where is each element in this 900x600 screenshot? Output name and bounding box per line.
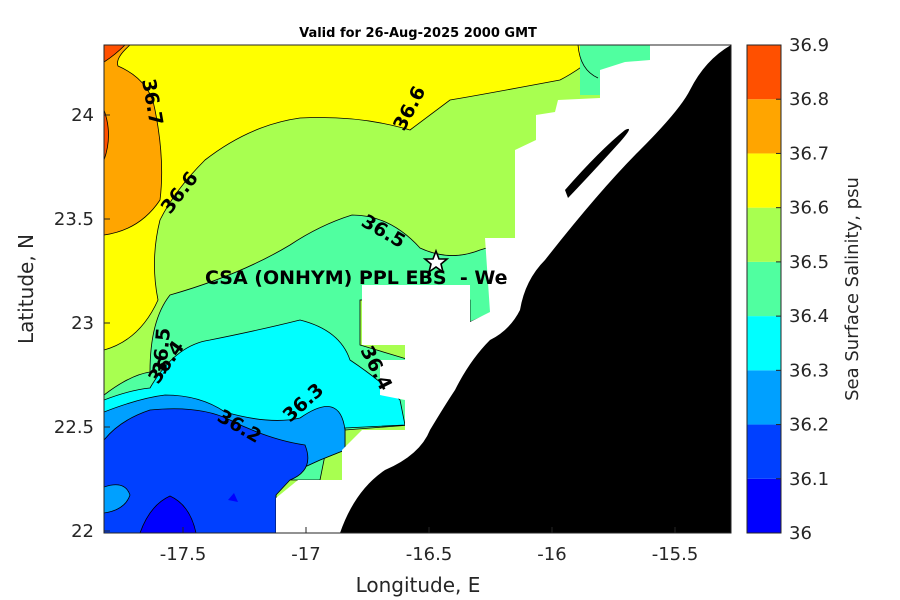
x-tick-label: -15.5	[652, 544, 699, 565]
colorbar-swatch	[747, 261, 781, 317]
x-tick-label: -16	[537, 544, 566, 565]
x-tick-label: -17	[291, 544, 320, 565]
colorbar-swatch	[747, 424, 781, 479]
colorbar-tick-label: 36.5	[789, 252, 829, 273]
salinity-band-36.2	[104, 408, 309, 533]
land-mass	[565, 128, 629, 198]
map-plot-area	[104, 45, 731, 533]
colorbar-swatch	[747, 45, 781, 100]
contour-label: 36.5	[149, 327, 175, 376]
salinity-band-36.1	[139, 495, 197, 533]
colorbar-tick-label: 36.6	[789, 198, 829, 219]
site-marker: CSA (ONHYM) PPL EBS - We	[205, 248, 508, 289]
site-label: CSA (ONHYM) PPL EBS - We	[205, 267, 508, 289]
map-title: Valid for 26-Aug-2025 2000 GMT	[299, 26, 537, 41]
colorbar-frame	[746, 44, 782, 534]
contour-line	[577, 45, 599, 79]
x-axis: -17.5 -17 -16.5 -16 -15.5 Longitude, E	[160, 527, 699, 597]
colorbar-tick-label: 36.4	[789, 306, 829, 327]
colorbar-tick-label: 36.8	[789, 89, 829, 110]
colorbar-ticks: 36.9 36.8 36.7 36.6 36.5 36.4 36.3 36.2 36.1 36	[776, 35, 829, 544]
colorbar-swatch	[747, 478, 781, 533]
star-icon	[422, 248, 450, 274]
x-tick-label: -16.5	[406, 544, 453, 565]
colorbar-swatch	[747, 99, 781, 154]
salinity-band-36.3	[104, 484, 131, 514]
salinity-band-36.8	[104, 45, 163, 236]
colorbar-swatch	[747, 370, 781, 425]
y-tick-label: 24	[71, 105, 94, 126]
colorbar-tick-label: 36.3	[789, 360, 829, 381]
plot-frame	[103, 44, 732, 534]
land-mass	[340, 45, 731, 533]
colorbar-swatch	[747, 207, 781, 262]
colorbar-tick-label: 36.1	[789, 469, 829, 490]
salinity-band-36.5	[580, 45, 650, 95]
x-tick-label: -17.5	[160, 544, 207, 565]
colorbar-tick-label: 36.2	[789, 415, 829, 436]
y-axis-label: Latitude, N	[14, 234, 38, 344]
y-tick-label: 23.5	[54, 209, 94, 230]
colorbar-swatch	[747, 316, 781, 371]
colorbar-tick-label: 36	[789, 523, 812, 544]
y-tick-label: 23	[71, 313, 94, 334]
y-tick-label: 22.5	[54, 417, 94, 438]
colorbar-tick-label: 36.9	[789, 35, 829, 56]
salinity-band-36.7	[104, 45, 611, 351]
y-tick-label: 22	[71, 521, 94, 542]
y-axis: 24 23.5 23 22.5 22 Latitude, N	[14, 105, 110, 542]
x-axis-label: Longitude, E	[356, 573, 481, 597]
colorbar-swatch	[747, 153, 781, 208]
colorbar-label: Sea Surface Salinity, psu	[842, 177, 863, 401]
salinity-band-36.1	[228, 493, 238, 502]
colorbar	[747, 45, 781, 533]
colorbar-tick-label: 36.7	[789, 143, 829, 164]
